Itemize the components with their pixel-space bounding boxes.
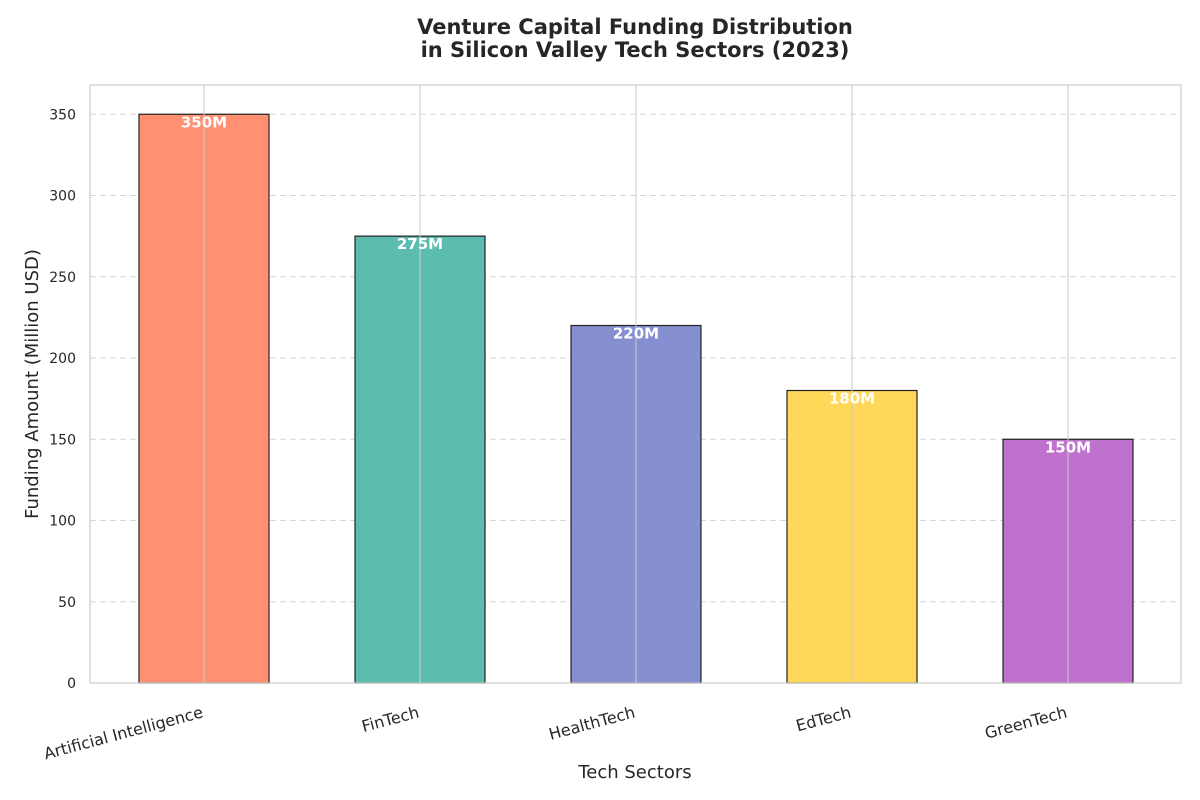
bar-value-label: 275M [397, 235, 443, 253]
y-tick-label: 100 [49, 514, 76, 530]
y-axis-label: Funding Amount (Million USD) [22, 249, 43, 519]
x-tick-label: Artificial Intelligence [42, 703, 205, 764]
y-tick-label: 300 [49, 189, 76, 205]
plot-frame [89, 84, 1182, 684]
x-tick-label: HealthTech [547, 703, 637, 744]
y-tick-label: 200 [49, 351, 76, 367]
bar-value-label: 220M [613, 325, 659, 343]
x-tick-label: EdTech [794, 703, 853, 736]
bar-value-label: 180M [829, 390, 875, 408]
y-tick-label: 350 [49, 107, 76, 123]
y-axis-ticks: 0 50 100 150 200 250 300 350 [49, 107, 76, 692]
y-tick-label: 0 [67, 676, 76, 692]
y-tick-label: 50 [58, 595, 76, 611]
x-axis-label: Tech Sectors [577, 762, 691, 783]
y-tick-label: 150 [49, 432, 76, 448]
chart-title: Venture Capital Funding Distribution [417, 15, 853, 39]
chart-subtitle: in Silicon Valley Tech Sectors (2023) [421, 38, 850, 62]
x-tick-label: GreenTech [983, 703, 1069, 743]
bar-value-label: 350M [181, 113, 227, 131]
x-axis-ticks: Artificial Intelligence FinTech HealthTech… [42, 703, 1069, 764]
y-tick-label: 250 [49, 270, 76, 286]
vertical-gridlines [203, 85, 1069, 683]
x-tick-label: FinTech [360, 703, 421, 736]
bar-value-label: 150M [1045, 438, 1091, 456]
data-labels: 350M 275M 220M 180M 150M [181, 113, 1091, 456]
